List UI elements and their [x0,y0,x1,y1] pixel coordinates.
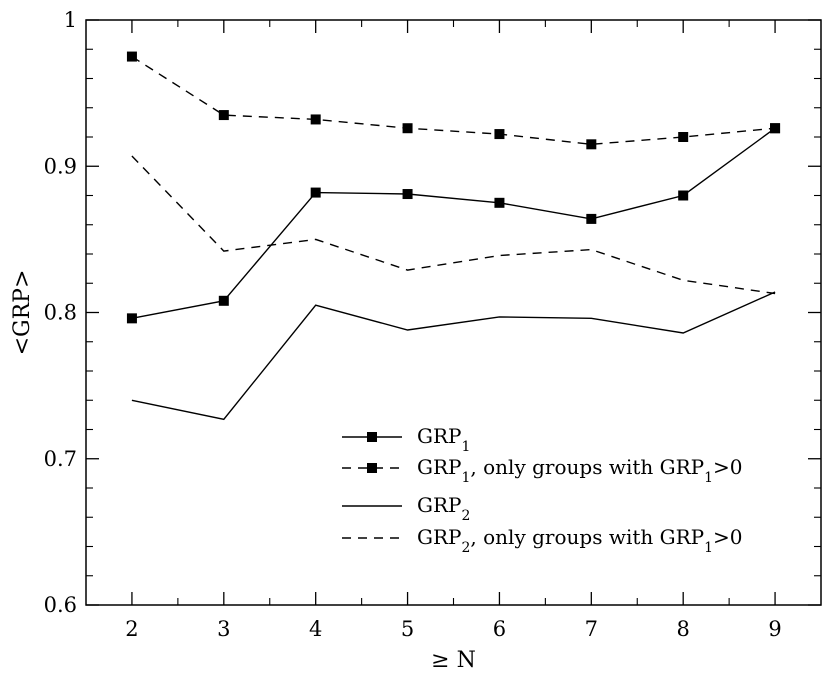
y-tick-label: 1 [64,8,77,32]
series-1-marker [126,313,137,324]
series-2-marker [770,123,781,134]
y-axis-title: <GRP> [10,270,35,356]
legend-label-3: GRP2 [417,493,470,524]
legend-marker-1 [367,432,377,442]
series-line-4 [131,155,776,295]
series-2-marker [126,51,137,62]
series-1-marker [586,213,597,224]
series-2-marker [218,110,229,121]
x-tick-label: 9 [768,617,781,641]
x-tick-label: 8 [677,617,690,641]
series-line-3 [131,291,776,421]
series-1-marker [310,187,321,198]
axes: 2 3 4 5 6 7 8 9 0.6 0.7 0.8 0.9 1 [44,8,822,641]
series-2-marker [494,129,505,140]
series-1-marker [678,190,689,201]
x-tick-label: 4 [309,617,322,641]
series-1-marker [402,189,413,200]
y-tick-label: 0.8 [44,301,77,325]
x-tick-label: 7 [585,617,598,641]
x-tick-label: 2 [125,617,138,641]
x-tick-label: 3 [217,617,230,641]
series-2-marker [678,132,689,142]
series-1-marker [494,197,505,208]
legend-label-4: GRP2, only groups with GRP1>0 [417,525,743,556]
series-line-1 [131,127,776,319]
plot-frame [85,19,822,606]
y-tick-label: 0.7 [44,447,77,471]
x-axis-title: ≥ N [431,648,476,673]
plot-area [126,51,781,421]
y-tick-label: 0.6 [44,593,77,617]
series-2-marker [402,123,413,134]
legend-label-2: GRP1, only groups with GRP1>0 [417,455,743,486]
x-tick-label: 6 [493,617,506,641]
series-1-marker [218,295,229,306]
legend-marker-2 [367,463,377,473]
series-2-marker [586,139,597,150]
legend-label-1: GRP1 [417,424,470,455]
y-tick-label: 0.9 [44,154,77,178]
x-tick-label: 5 [401,617,414,641]
series-2-marker [310,114,321,125]
series-line-2 [131,56,776,146]
